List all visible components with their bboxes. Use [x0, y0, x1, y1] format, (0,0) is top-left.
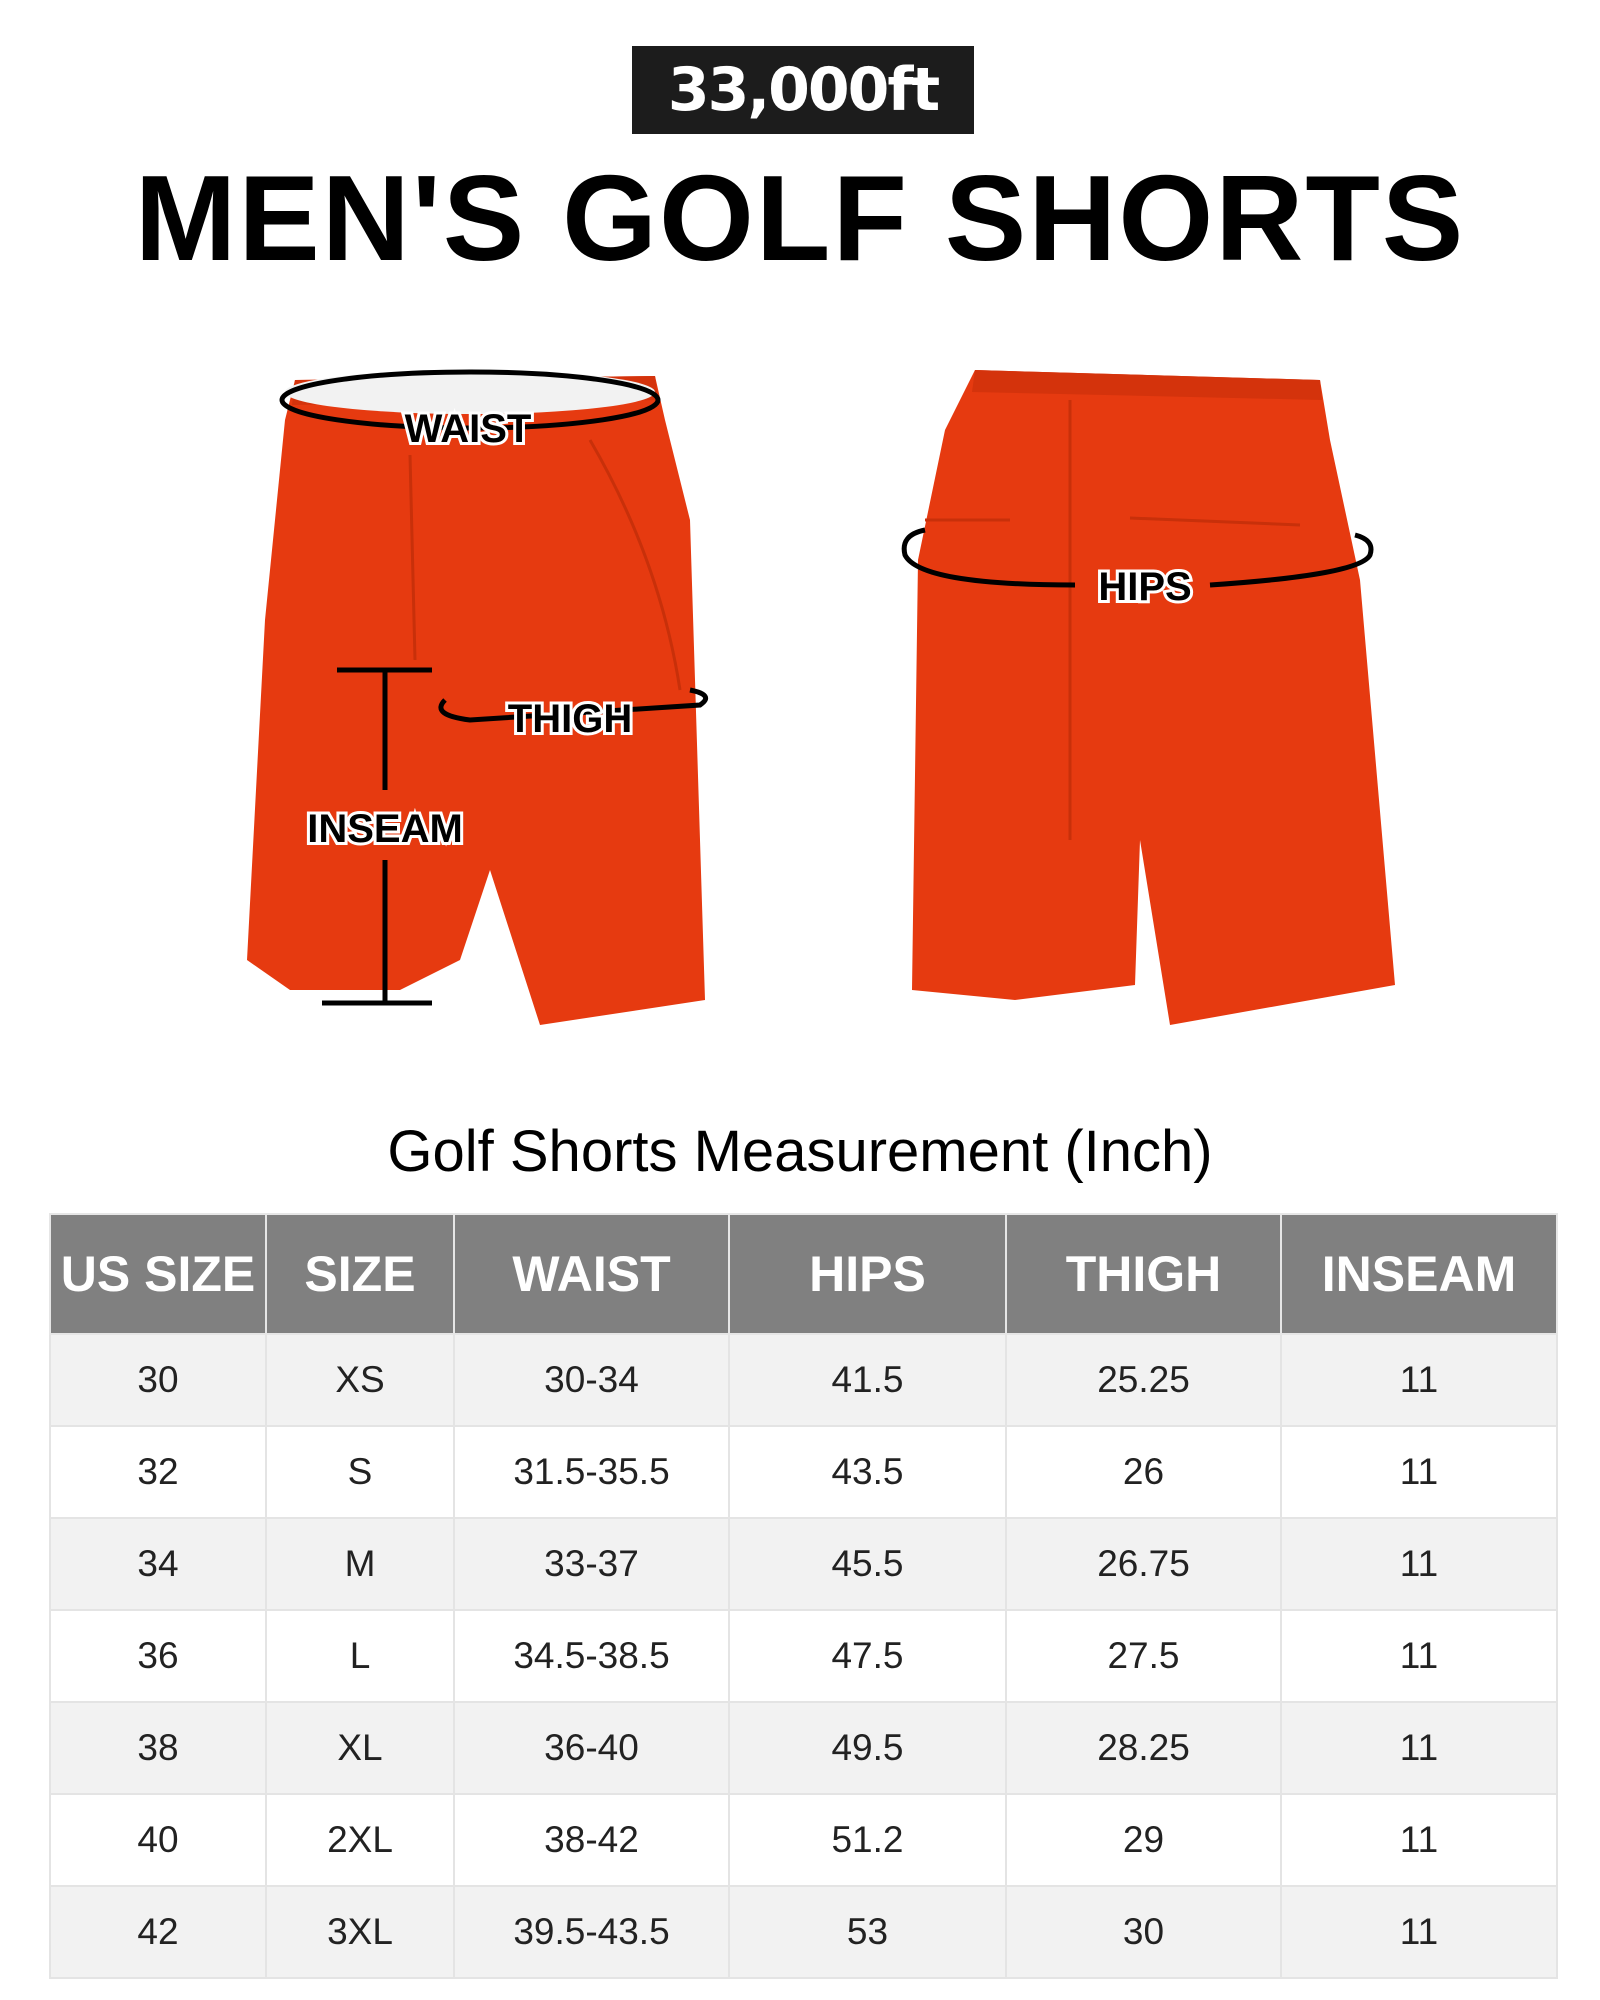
table-cell: 28.25 [1005, 1701, 1282, 1795]
table-cell: 38 [49, 1701, 267, 1795]
table-cell: 36-40 [453, 1701, 730, 1795]
table-cell: XL [265, 1701, 455, 1795]
table-cell: 33-37 [453, 1517, 730, 1611]
table-cell: 53 [728, 1885, 1007, 1979]
thigh-label: THIGH [508, 697, 632, 741]
table-row: 30 XS 30-34 41.5 25.25 11 [49, 1333, 1558, 1427]
inseam-label: INSEAM [307, 807, 463, 851]
table-row: 40 2XL 38-42 51.2 29 11 [49, 1793, 1558, 1887]
table-cell: 26.75 [1005, 1517, 1282, 1611]
table-cell: S [265, 1425, 455, 1519]
table-cell: L [265, 1609, 455, 1703]
table-cell: 42 [49, 1885, 267, 1979]
table-cell: 34.5-38.5 [453, 1609, 730, 1703]
table-cell: 11 [1280, 1425, 1558, 1519]
table-title: Golf Shorts Measurement (Inch) [387, 1119, 1213, 1184]
table-cell: 49.5 [728, 1701, 1007, 1795]
table-cell: 11 [1280, 1885, 1558, 1979]
page-title: MEN'S GOLF SHORTS [134, 150, 1466, 286]
table-cell: 51.2 [728, 1793, 1007, 1887]
table-cell: 29 [1005, 1793, 1282, 1887]
table-row: 42 3XL 39.5-43.5 53 30 11 [49, 1885, 1558, 1979]
table-row: 32 S 31.5-35.5 43.5 26 11 [49, 1425, 1558, 1519]
table-row: 34 M 33-37 45.5 26.75 11 [49, 1517, 1558, 1611]
table-cell: 36 [49, 1609, 267, 1703]
table-row: 36 L 34.5-38.5 47.5 27.5 11 [49, 1609, 1558, 1703]
table-cell: 43.5 [728, 1425, 1007, 1519]
column-header: HIPS [728, 1213, 1007, 1335]
table-cell: 32 [49, 1425, 267, 1519]
table-cell: 30 [1005, 1885, 1282, 1979]
table-cell: 40 [49, 1793, 267, 1887]
table-cell: 30 [49, 1333, 267, 1427]
column-header: US SIZE [49, 1213, 267, 1335]
table-cell: 11 [1280, 1517, 1558, 1611]
table-cell: 38-42 [453, 1793, 730, 1887]
table-cell: 3XL [265, 1885, 455, 1979]
table-cell: 41.5 [728, 1333, 1007, 1427]
table-cell: 26 [1005, 1425, 1282, 1519]
table-cell: 39.5-43.5 [453, 1885, 730, 1979]
table-cell: 2XL [265, 1793, 455, 1887]
column-header: WAIST [453, 1213, 730, 1335]
table-row: 38 XL 36-40 49.5 28.25 11 [49, 1701, 1558, 1795]
size-chart-table: US SIZE SIZE WAIST HIPS THIGH INSEAM 30 XS 30-3… [49, 1213, 1558, 1979]
back-shorts-image: HIPS [901, 370, 1395, 1025]
table-header-row: US SIZE SIZE WAIST HIPS THIGH INSEAM [49, 1213, 1558, 1335]
table-cell: 11 [1280, 1701, 1558, 1795]
table-cell: M [265, 1517, 455, 1611]
front-shorts-image: WAIST THIGH INSEAM [247, 369, 709, 1025]
table-cell: 11 [1280, 1793, 1558, 1887]
table-cell: 27.5 [1005, 1609, 1282, 1703]
shorts-measurement-diagram: WAIST THIGH INSEAM HIPS [247, 369, 1395, 1025]
table-cell: 25.25 [1005, 1333, 1282, 1427]
column-header: THIGH [1005, 1213, 1282, 1335]
table-cell: 34 [49, 1517, 267, 1611]
brand-logo: 33,000ft [632, 46, 974, 134]
column-header: INSEAM [1280, 1213, 1558, 1335]
table-cell: 31.5-35.5 [453, 1425, 730, 1519]
table-cell: 11 [1280, 1609, 1558, 1703]
table-cell: 47.5 [728, 1609, 1007, 1703]
table-cell: 45.5 [728, 1517, 1007, 1611]
hips-label: HIPS [1098, 565, 1191, 609]
waist-label: WAIST [405, 407, 532, 451]
table-cell: 30-34 [453, 1333, 730, 1427]
column-header: SIZE [265, 1213, 455, 1335]
table-cell: XS [265, 1333, 455, 1427]
table-cell: 11 [1280, 1333, 1558, 1427]
